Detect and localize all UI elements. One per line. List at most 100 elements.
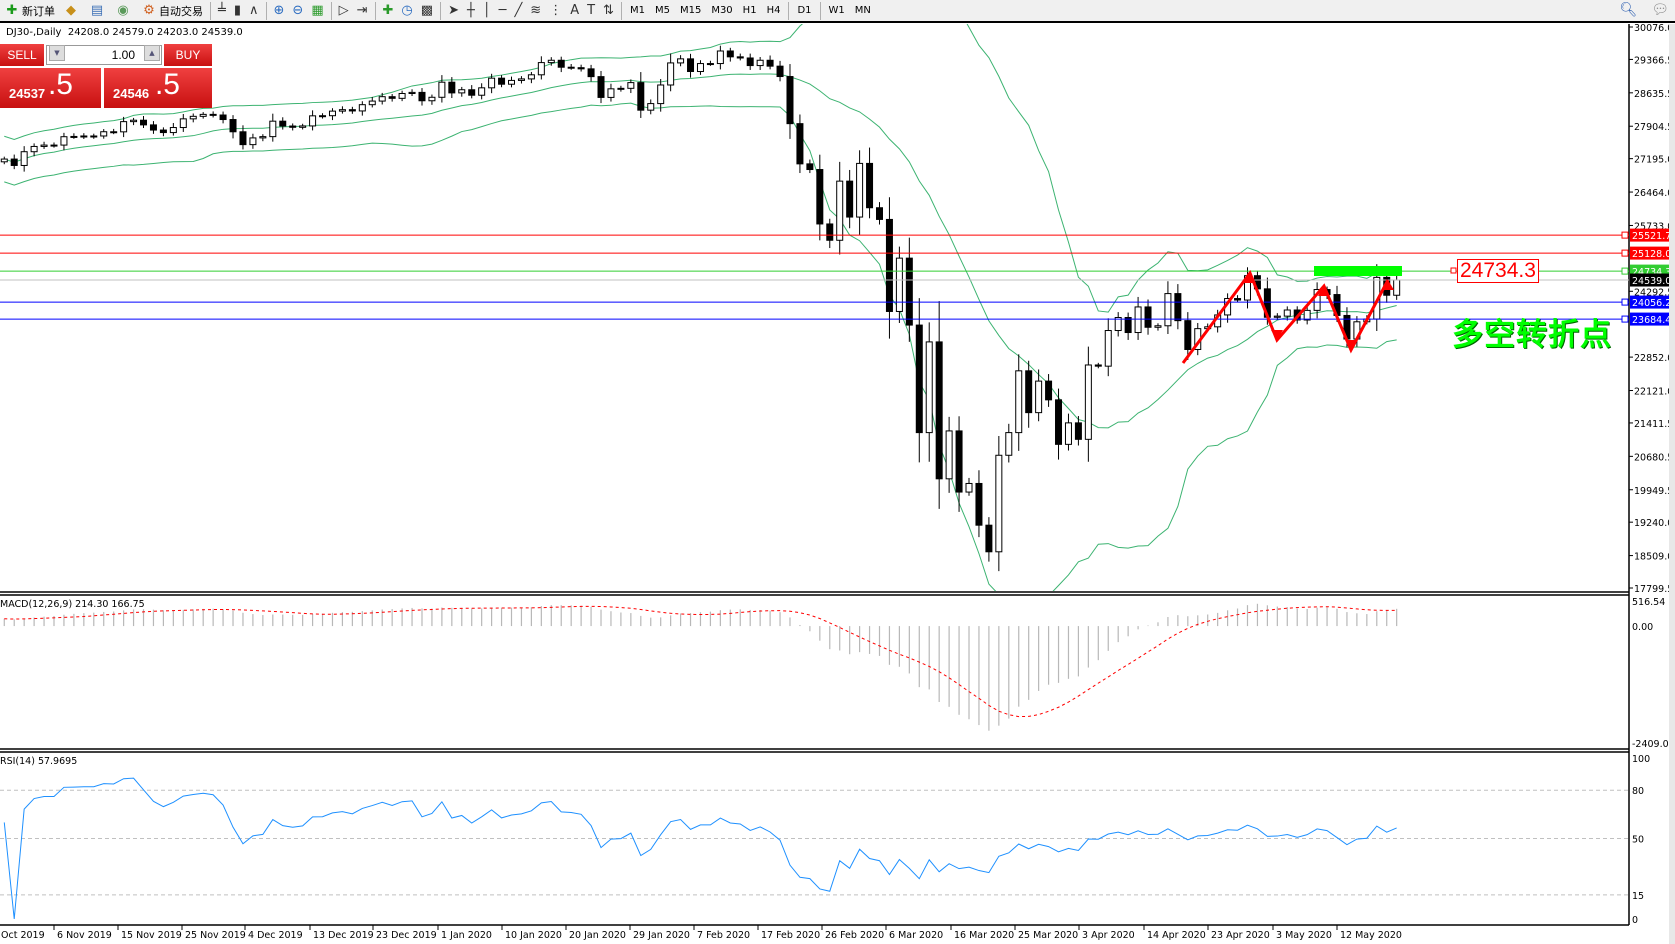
bull-candle — [1064, 422, 1072, 445]
crosshair-icon[interactable]: ┼ — [466, 3, 475, 18]
sell-price-button[interactable]: 24537 .5 — [0, 68, 101, 108]
bull-candle — [677, 58, 685, 64]
lot-decrease-button[interactable]: ▼ — [49, 45, 65, 61]
timeframe-h4[interactable]: H4 — [766, 5, 781, 16]
bull-candle — [1114, 316, 1122, 332]
buy-button[interactable]: BUY — [164, 44, 212, 66]
bar-chart-icon[interactable]: ╧ — [218, 3, 226, 18]
chart-shift-icon[interactable]: ▷ — [338, 3, 349, 18]
bear-candle — [915, 324, 923, 434]
zoom-out-icon[interactable]: ⊖ — [292, 3, 304, 18]
level-handle[interactable] — [1621, 298, 1629, 306]
zoom-in-icon[interactable]: ⊕ — [273, 3, 285, 18]
toolbar-button-market-watch[interactable]: ◆ — [59, 1, 85, 21]
timeframe-m15[interactable]: M15 — [679, 5, 702, 16]
lot-size-input[interactable]: 1.00 — [46, 45, 162, 65]
bull-candle — [438, 81, 446, 98]
indicators-icon[interactable]: ✚ — [382, 3, 394, 18]
new-order-icon: ✚ — [6, 2, 18, 18]
search-icon[interactable]: 🔍︎ — [1619, 2, 1638, 18]
bull-candle — [20, 151, 28, 166]
autoscroll-icon[interactable]: ⇥ — [356, 3, 368, 18]
lot-increase-button[interactable]: ▲ — [144, 45, 160, 61]
bull-candle — [1015, 370, 1023, 434]
bear-candle — [1174, 293, 1182, 322]
level-price-badge — [1630, 273, 1671, 287]
bull-candle — [647, 103, 655, 111]
line-chart-icon[interactable]: ∧ — [248, 3, 259, 18]
sell-button[interactable]: SELL — [0, 44, 44, 66]
bull-candle — [488, 77, 496, 89]
date-tick-label: 29 Jan 2020 — [633, 930, 690, 941]
bull-candle — [627, 82, 635, 89]
trend-reversal-text[interactable]: 多空转折点 — [1452, 317, 1612, 353]
bear-candle — [846, 180, 854, 218]
price-tick-label: 18509.0 — [1634, 552, 1673, 563]
level-handle[interactable] — [1621, 315, 1629, 323]
rsi-tick-label: 80 — [1632, 786, 1644, 797]
trendline-icon[interactable]: ╱ — [514, 3, 523, 18]
bull-candle — [547, 59, 555, 64]
price-tick-label: 19949.5 — [1634, 486, 1673, 497]
level-handle[interactable] — [1621, 267, 1629, 275]
bear-candle — [885, 218, 893, 312]
bull-candle — [945, 430, 953, 480]
bear-candle — [219, 114, 227, 121]
toolbar-button-new-order[interactable]: ✚ 新订单 — [0, 1, 59, 21]
horizontal-line-icon[interactable]: ─ — [498, 3, 507, 18]
bull-candle — [1084, 364, 1092, 440]
cursor-icon[interactable]: ➤ — [448, 3, 459, 18]
timeframe-m1[interactable]: M1 — [629, 5, 645, 16]
fibonacci-icon[interactable]: ≋ — [530, 3, 542, 18]
bid-price-main: 24537 — [9, 86, 46, 101]
text-icon[interactable]: A — [570, 3, 580, 18]
bear-candle — [975, 482, 983, 526]
toolbar-button-signal[interactable]: ◉ — [111, 1, 137, 21]
date-tick-label: 6 Nov 2019 — [57, 930, 112, 941]
toolbar-button-navigator[interactable]: ▤ — [85, 1, 111, 21]
level-price-text: 24539.0 — [1632, 276, 1671, 287]
toolbar-separator — [210, 1, 211, 20]
bull-candle — [537, 62, 545, 76]
chat-icon[interactable]: 💬︎ — [1651, 2, 1669, 18]
arrowhead-icon — [1382, 280, 1394, 290]
timeframe-m5[interactable]: M5 — [654, 5, 670, 16]
bear-candle — [159, 129, 167, 134]
tile-windows-icon[interactable]: ▦ — [311, 3, 324, 18]
chart-header: DJ30-,Daily 24208.0 24579.0 24203.0 2453… — [6, 27, 243, 38]
vertical-line-icon[interactable]: │ — [482, 3, 491, 18]
text-label-icon[interactable]: T — [587, 3, 596, 18]
timeframe-d1[interactable]: D1 — [797, 5, 812, 16]
date-tick-label: 3 Apr 2020 — [1082, 930, 1135, 941]
level-handle[interactable] — [1621, 231, 1629, 239]
arrows-icon[interactable]: ⇅ — [603, 3, 614, 18]
timeframe-h1[interactable]: H1 — [742, 5, 757, 16]
toolbar-separator — [374, 1, 376, 20]
fibonacci-fan-icon[interactable]: ⋮ — [549, 3, 563, 18]
price-tick-label: 20680.5 — [1634, 452, 1673, 463]
templates-icon[interactable]: ▩ — [420, 3, 434, 18]
bear-candle — [149, 124, 157, 131]
candlestick-icon[interactable]: ▮ — [233, 3, 241, 18]
periods-icon[interactable]: ◷ — [401, 3, 413, 18]
toolbar-button-auto-trading[interactable]: ⚙ 自动交易 — [137, 1, 207, 21]
level-price-badge — [1630, 312, 1671, 326]
timeframe-w1[interactable]: W1 — [828, 5, 845, 16]
buy-price-button[interactable]: 24546 .5 — [104, 68, 212, 108]
level-handle[interactable] — [1621, 249, 1629, 257]
bear-candle — [776, 65, 784, 78]
price-tick-label: 27195.0 — [1634, 155, 1673, 166]
level-annotation-label[interactable]: 24734.3 — [1457, 259, 1539, 283]
toolbar-button-label: 新订单 — [22, 4, 55, 18]
zigzag-pattern-line[interactable] — [1181, 269, 1390, 364]
bull-candle — [1164, 293, 1172, 327]
date-tick-label: 12 May 2020 — [1340, 930, 1402, 941]
bull-candle — [895, 257, 903, 312]
date-tick-label: 23 Apr 2020 — [1211, 930, 1270, 941]
bull-candle — [458, 89, 466, 94]
timeframe-m30[interactable]: M30 — [711, 5, 733, 16]
window-edge — [1669, 24, 1675, 944]
timeframe-mn[interactable]: MN — [854, 5, 871, 16]
bear-candle — [1144, 306, 1152, 328]
